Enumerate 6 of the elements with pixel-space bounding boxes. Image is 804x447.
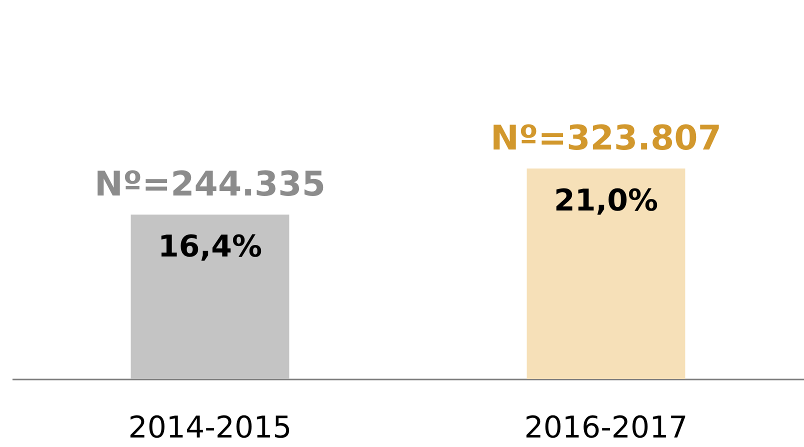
annotation: Nº=244.335 bbox=[94, 164, 326, 205]
x-tick-label: 2014-2015 bbox=[128, 410, 292, 446]
data-label: 21,0% bbox=[554, 183, 658, 218]
x-tick-label: 2016-2017 bbox=[524, 410, 688, 446]
data-label: 16,4% bbox=[158, 230, 262, 265]
annotation: Nº=323.807 bbox=[490, 118, 722, 158]
